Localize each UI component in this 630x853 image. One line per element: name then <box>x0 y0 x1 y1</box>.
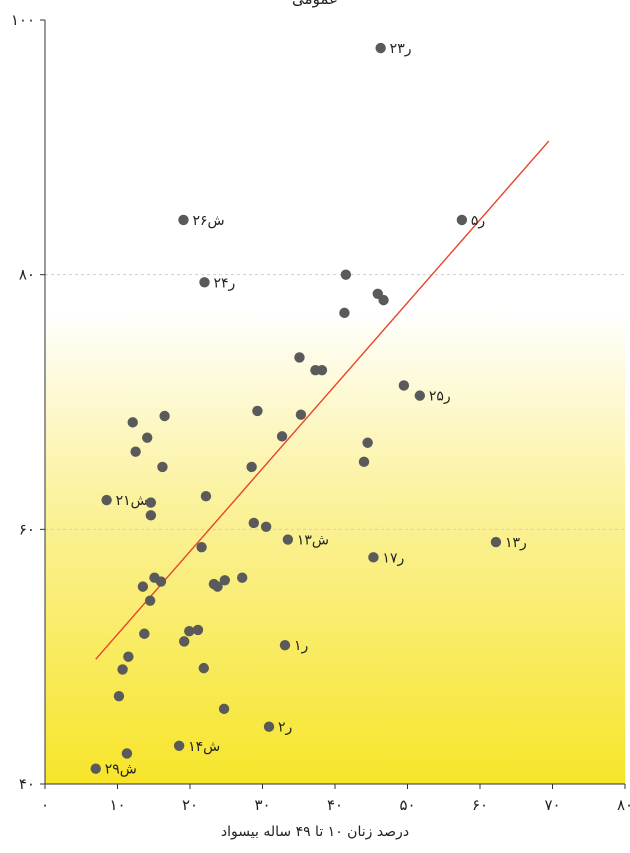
point-label: ش۱۳ <box>297 533 329 549</box>
data-point <box>145 510 157 521</box>
data-point <box>295 409 307 420</box>
x-tick-label: ۰ <box>41 796 49 814</box>
data-points: ش۲۹ ش۲۱ ش۱۴ ش۲۶ ر۲۴ ر۲ ر۱ ش۱۳ ر۱۷ ر۲۳ ر۲۵ ر۵ ر۱۳ <box>90 41 527 778</box>
data-point <box>219 575 230 586</box>
data-point <box>139 628 150 639</box>
data-point <box>378 294 389 306</box>
data-point <box>263 721 275 732</box>
y-ticks: ۴۰ ۶۰ ۸۰ ۱۰۰ <box>11 11 45 793</box>
x-tick-label: ۳۰ <box>254 796 270 814</box>
point-label: ر۵ <box>471 213 485 229</box>
x-tick-label: ۱۰ <box>109 796 125 814</box>
data-point <box>198 662 209 674</box>
data-point <box>340 269 352 280</box>
data-point <box>218 703 230 715</box>
data-point <box>490 536 502 548</box>
y-tick-label: ۸۰ <box>19 266 35 284</box>
y-tick-label: ۱۰۰ <box>11 11 35 29</box>
data-point <box>276 431 288 442</box>
data-point <box>130 446 141 457</box>
data-point <box>121 748 133 759</box>
data-point <box>173 740 185 751</box>
data-point <box>246 461 257 473</box>
data-point <box>200 491 212 502</box>
data-point <box>358 456 370 468</box>
point-label: ر۲۳ <box>390 41 412 57</box>
data-point <box>113 690 125 702</box>
data-point <box>142 432 153 443</box>
data-point <box>192 624 204 636</box>
data-point <box>248 517 259 529</box>
data-point <box>362 437 373 448</box>
point-label: ر۲۴ <box>214 275 236 291</box>
data-point <box>260 521 272 532</box>
gridlines <box>45 274 625 530</box>
data-point <box>196 541 207 553</box>
point-label: ر۱ <box>294 638 308 654</box>
x-ticks: ۰ ۱۰ ۲۰ ۳۰ ۴۰ ۵۰ ۶۰ ۷۰ ۸۰ <box>41 784 630 814</box>
x-axis-label: درصد زنان ۱۰ تا ۴۹ ساله بیسواد <box>220 824 410 840</box>
data-point <box>123 651 134 662</box>
data-point <box>117 664 128 675</box>
data-point <box>144 595 156 606</box>
point-label: ش۱۴ <box>188 739 220 755</box>
data-point <box>157 461 168 473</box>
data-point <box>155 576 167 587</box>
data-point <box>368 552 379 563</box>
data-point <box>294 352 305 363</box>
data-point <box>282 534 294 545</box>
data-point <box>199 277 210 288</box>
data-point <box>90 763 101 774</box>
x-tick-label: ۲۰ <box>182 796 198 814</box>
x-tick-label: ۵۰ <box>399 796 415 814</box>
data-point <box>127 417 138 428</box>
data-point <box>279 640 291 651</box>
x-tick-label: ۶۰ <box>472 796 488 814</box>
data-point <box>414 390 426 401</box>
point-label: ش۲۹ <box>105 762 137 778</box>
x-tick-label: ۸۰ <box>617 796 630 814</box>
point-label: ش۲۶ <box>192 213 224 229</box>
data-point <box>316 364 328 376</box>
y-tick-label: ۶۰ <box>19 520 35 538</box>
plot-background <box>45 20 625 784</box>
data-point <box>179 636 190 647</box>
point-label: ر۱۷ <box>382 550 404 566</box>
point-label: ر۱۳ <box>505 535 527 551</box>
data-point <box>375 42 386 54</box>
data-point <box>101 494 112 506</box>
data-point <box>398 380 410 391</box>
point-label: ر۲۵ <box>429 389 451 405</box>
data-point <box>456 214 468 226</box>
data-point <box>178 214 189 226</box>
data-point <box>184 626 195 637</box>
trend-line <box>95 140 550 660</box>
data-point <box>159 410 170 422</box>
data-point <box>137 581 149 592</box>
y-tick-label: ۴۰ <box>19 775 35 793</box>
data-point <box>339 307 350 319</box>
data-point <box>212 581 223 592</box>
point-label: ر۲ <box>278 720 292 736</box>
x-tick-label: ۴۰ <box>327 796 343 814</box>
x-tick-label: ۷۰ <box>544 796 560 814</box>
data-point <box>145 497 157 508</box>
point-label: ش۲۱ <box>116 493 148 509</box>
data-point <box>237 572 248 583</box>
chart-title: عمومی <box>0 0 630 8</box>
data-point <box>252 405 263 417</box>
